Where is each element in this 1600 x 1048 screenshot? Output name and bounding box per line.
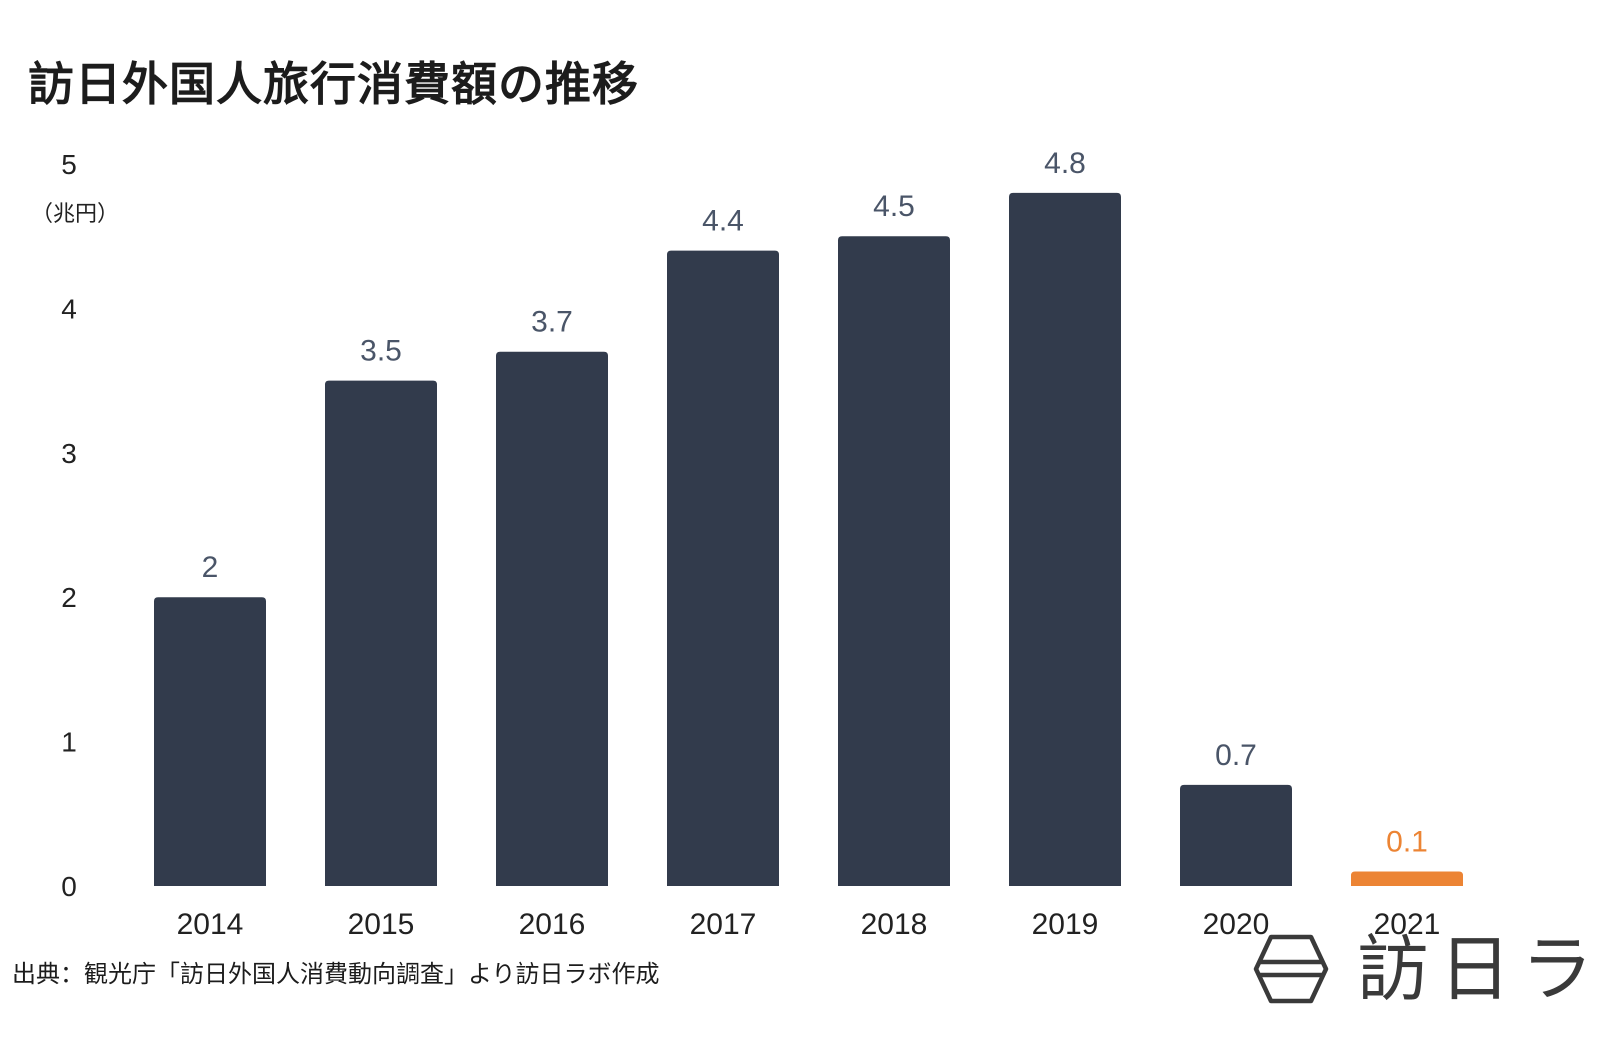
logo-text: 訪日ラ: [1357, 927, 1600, 1011]
bar-2017: [667, 250, 779, 886]
bar-2014: [154, 597, 266, 886]
bar-2018: [838, 236, 950, 886]
value-labels: 2 3.5 3.7 4.4 4.5 4.8 0.7 0.1: [202, 147, 1428, 859]
value-label-2019: 4.8: [1044, 147, 1086, 180]
value-label-2016: 3.7: [531, 306, 573, 339]
value-label-2014: 2: [202, 551, 219, 584]
bar-2021: [1351, 871, 1463, 886]
y-tick-label: 1: [61, 727, 77, 758]
x-axis: 2014 2015 2016 2017 2018 2019 2020 2021: [177, 908, 1441, 941]
y-tick-label: 0: [61, 871, 77, 902]
y-axis-unit-label: （兆円）: [31, 202, 119, 227]
value-label-2015: 3.5: [360, 335, 402, 368]
source-note: 出典：観光庁「訪日外国人消費動向調査」より訪日ラボ作成: [12, 960, 660, 988]
x-tick-label-2018: 2018: [861, 908, 928, 941]
x-tick-label-2021: 2021: [1374, 908, 1441, 941]
bar-2015: [325, 380, 437, 886]
logo-icon: [1253, 934, 1329, 1004]
y-tick-label: 3: [61, 438, 77, 469]
y-tick-label: 2: [61, 582, 77, 613]
x-tick-label-2016: 2016: [519, 908, 586, 941]
bar-2016: [496, 351, 608, 887]
x-tick-label-2019: 2019: [1032, 908, 1099, 941]
y-tick-label: 4: [61, 293, 77, 324]
value-label-2020: 0.7: [1215, 739, 1257, 772]
x-tick-label-2015: 2015: [348, 908, 415, 941]
y-axis: 0 1 2 3 4 5: [61, 149, 77, 902]
x-tick-label-2014: 2014: [177, 908, 244, 941]
chart-title: 訪日外国人旅行消費額の推移: [28, 57, 639, 111]
value-label-2021: 0.1: [1386, 826, 1428, 859]
logo: 訪日ラ: [1253, 925, 1600, 1013]
value-label-2018: 4.5: [873, 190, 915, 223]
x-tick-label-2017: 2017: [690, 908, 757, 941]
x-tick-label-2020: 2020: [1203, 908, 1270, 941]
bar-2020: [1180, 784, 1292, 886]
bars: [154, 192, 1463, 887]
bar-2019: [1009, 192, 1121, 886]
value-label-2017: 4.4: [702, 205, 744, 238]
y-tick-label: 5: [61, 149, 77, 180]
